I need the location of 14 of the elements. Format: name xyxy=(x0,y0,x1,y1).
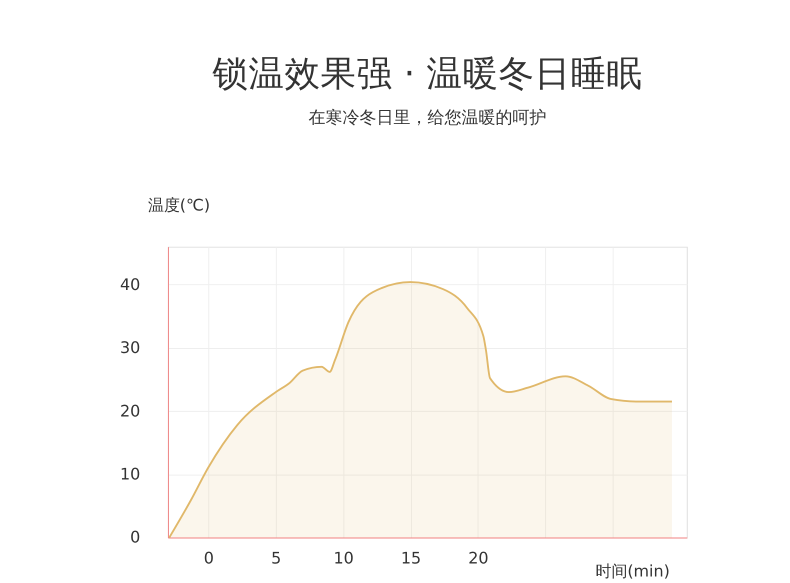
x-tick-label: 5 xyxy=(271,548,282,568)
x-tick-label: 15 xyxy=(400,548,422,568)
y-tick-label: 40 xyxy=(120,274,140,294)
chart-subtitle: 在寒冷冬日里，给您温暖的呵护 xyxy=(308,106,546,127)
x-tick-label: 20 xyxy=(468,548,489,568)
y-tick-label: 20 xyxy=(120,401,140,420)
y-tick-label: 10 xyxy=(120,464,140,484)
y-tick-label: 0 xyxy=(130,528,140,547)
x-tick-label: 10 xyxy=(333,548,354,568)
y-axis-title: 温度(℃) xyxy=(148,196,210,215)
y-tick-label: 30 xyxy=(120,338,140,358)
x-axis-title: 时间(min) xyxy=(595,561,670,580)
chart-title: 锁温效果强 · 温暖冬日睡眠 xyxy=(211,53,642,94)
x-tick-label: 0 xyxy=(204,548,214,568)
